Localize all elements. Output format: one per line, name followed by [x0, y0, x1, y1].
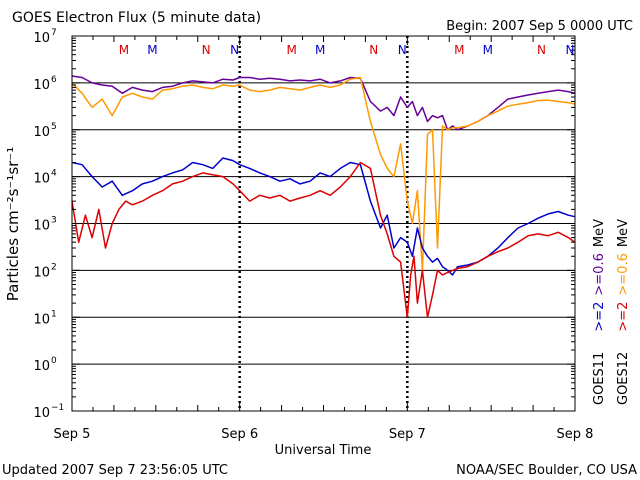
series-layer	[71, 75, 576, 319]
mn-marker-2: N	[202, 43, 211, 57]
y-tick-label-1e6: 10	[33, 78, 50, 93]
mn-marker-9: M	[483, 43, 493, 57]
y-tick-label-1e-1: 10	[33, 406, 50, 421]
x-tick-labels: Sep 5 Sep 6 Sep 7 Sep 8	[54, 427, 594, 442]
y-tick-exponent-1e3: 3	[51, 216, 57, 226]
legend-sat-GOES12: GOES12	[616, 352, 631, 405]
y-tick-exponent-1e0: 0	[51, 356, 57, 366]
y-tick-exponent-1e4: 4	[51, 169, 57, 179]
y-tick-label-1e1: 10	[33, 312, 50, 327]
chart-title: GOES Electron Flux (5 minute data)	[12, 10, 261, 26]
y-tick-exponent-1e6: 6	[51, 75, 57, 85]
legend-item-GOES12-1: >=0.6	[616, 253, 631, 295]
x-tick-label-Sep-8: Sep 8	[557, 427, 594, 442]
mn-marker-7: N	[398, 43, 407, 57]
footer-updated: Updated 2007 Sep 7 23:56:05 UTC	[2, 463, 228, 478]
y-tick-label-1e7: 10	[33, 31, 50, 46]
series-line-3	[71, 161, 576, 319]
legend-item-GOES11-2: MeV	[592, 219, 607, 247]
y-tick-label-1e0: 10	[33, 359, 50, 374]
y-axis-label: Particles cm⁻²s⁻¹sr⁻¹	[4, 147, 22, 301]
mn-marker-0: M	[119, 43, 129, 57]
mn-marker-3: N	[230, 43, 239, 57]
legend-row-GOES11: GOES11 >=2 >=0.6 MeV	[592, 219, 607, 405]
legend-item-GOES12-0: >=2	[616, 302, 631, 332]
x-tick-label-Sep-6: Sep 6	[221, 427, 258, 442]
tick-layer	[71, 35, 576, 412]
legend-item-GOES11-1: >=0.6	[592, 253, 607, 295]
mn-marker-10: N	[537, 43, 546, 57]
y-tick-exponent-1e7: 7	[51, 28, 57, 38]
mn-marker-8: M	[454, 43, 464, 57]
legend: GOES11 >=2 >=0.6 MeV GOES12 >=2 >=0.6 MeV	[592, 219, 631, 405]
mn-marker-1: M	[147, 43, 157, 57]
legend-item-GOES12-2: MeV	[616, 219, 631, 247]
y-tick-label-1e5: 10	[33, 125, 50, 140]
series-line-1	[71, 76, 576, 272]
legend-item-GOES11-0: >=2	[592, 302, 607, 332]
mn-marker-5: M	[315, 43, 325, 57]
y-tick-label-1e4: 10	[33, 172, 50, 187]
x-tick-label-Sep-7: Sep 7	[389, 427, 426, 442]
y-tick-exponent-1e2: 2	[51, 262, 57, 272]
y-tick-exponent-1e1: 1	[51, 309, 57, 319]
y-tick-exponent-1e5: 5	[51, 122, 57, 132]
x-axis-label: Universal Time	[275, 443, 372, 458]
mn-marker-6: N	[369, 43, 378, 57]
footer-credit: NOAA/SEC Boulder, CO USA	[456, 463, 637, 478]
y-tick-label-1e2: 10	[33, 265, 50, 280]
mn-marker-11: N	[565, 43, 574, 57]
legend-row-GOES12: GOES12 >=2 >=0.6 MeV	[616, 219, 631, 405]
mn-marker-4: M	[286, 43, 296, 57]
legend-sat-GOES11: GOES11	[592, 352, 607, 405]
x-tick-label-Sep-5: Sep 5	[54, 427, 91, 442]
begin-label: Begin: 2007 Sep 5 0000 UTC	[446, 19, 633, 34]
y-tick-label-1e3: 10	[33, 219, 50, 234]
y-tick-exponent-1e-1: −1	[51, 403, 64, 413]
